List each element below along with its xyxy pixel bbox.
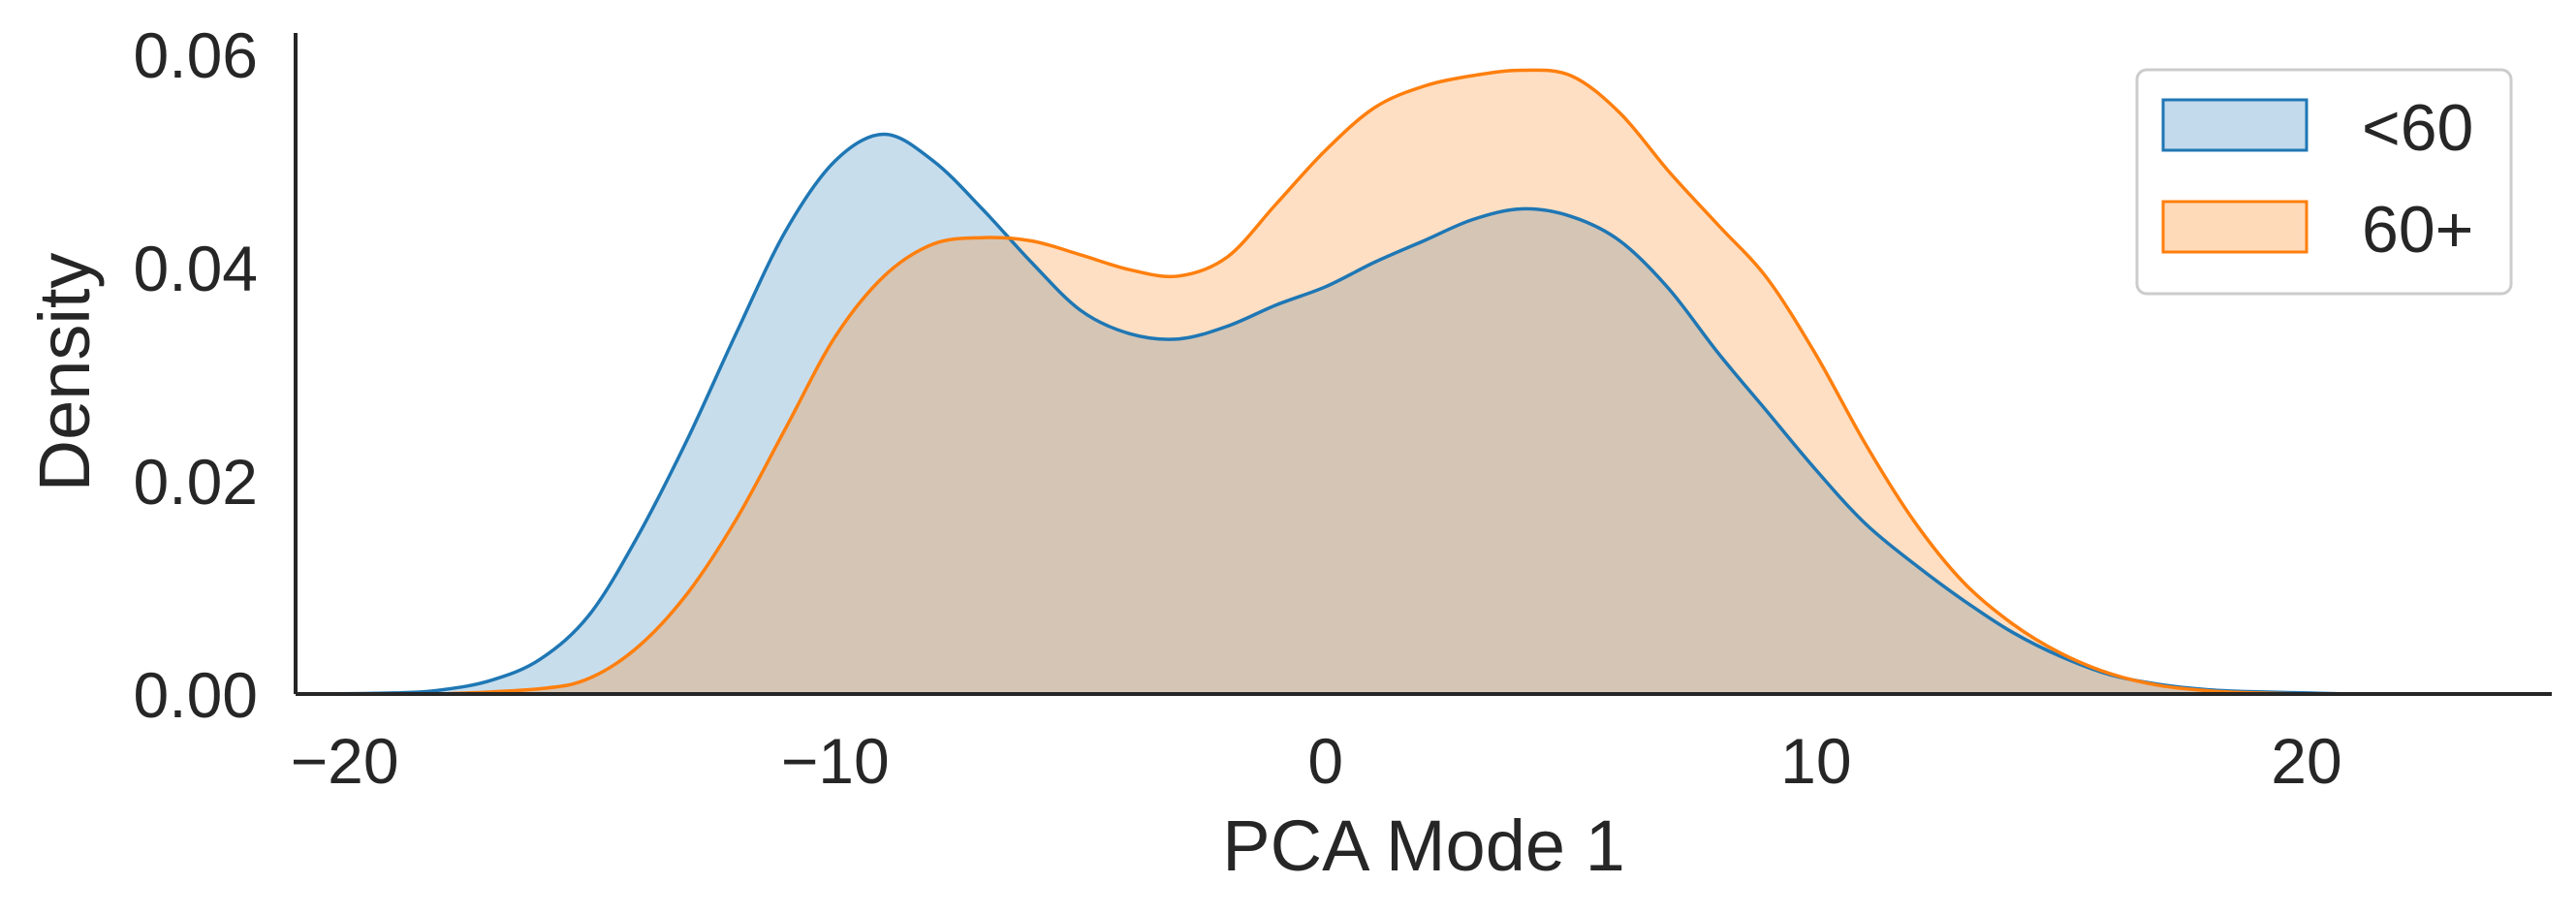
density-area-60-plus <box>442 70 2307 694</box>
y-tick-label: 0.06 <box>134 19 258 91</box>
x-axis-label: PCA Mode 1 <box>1222 805 1624 886</box>
x-tick-label: 0 <box>1307 725 1343 797</box>
x-tick-label: −10 <box>781 725 890 797</box>
y-axis-label: Density <box>24 253 105 492</box>
x-tick-label: −20 <box>291 725 399 797</box>
density-line-60-plus <box>442 68 2308 696</box>
x-tick-labels: −20 −10 0 10 20 <box>291 725 2342 797</box>
legend-label-under-60: <60 <box>2362 91 2473 165</box>
density-areas <box>296 70 2503 694</box>
y-tick-label: 0.00 <box>134 659 258 731</box>
legend-swatch-60-plus <box>2161 200 2309 254</box>
y-tick-labels: 0.00 0.02 0.04 0.06 <box>134 19 258 731</box>
legend: <60 60+ <box>2135 68 2513 296</box>
density-lines <box>295 68 2503 696</box>
legend-label-60-plus: 60+ <box>2362 193 2473 267</box>
y-tick-label: 0.04 <box>134 233 258 304</box>
y-tick-label: 0.02 <box>134 446 258 518</box>
x-tick-label: 20 <box>2271 725 2341 797</box>
legend-swatch-under-60 <box>2161 98 2309 152</box>
density-area-under-60 <box>296 134 2503 694</box>
x-tick-label: 10 <box>1780 725 1851 797</box>
